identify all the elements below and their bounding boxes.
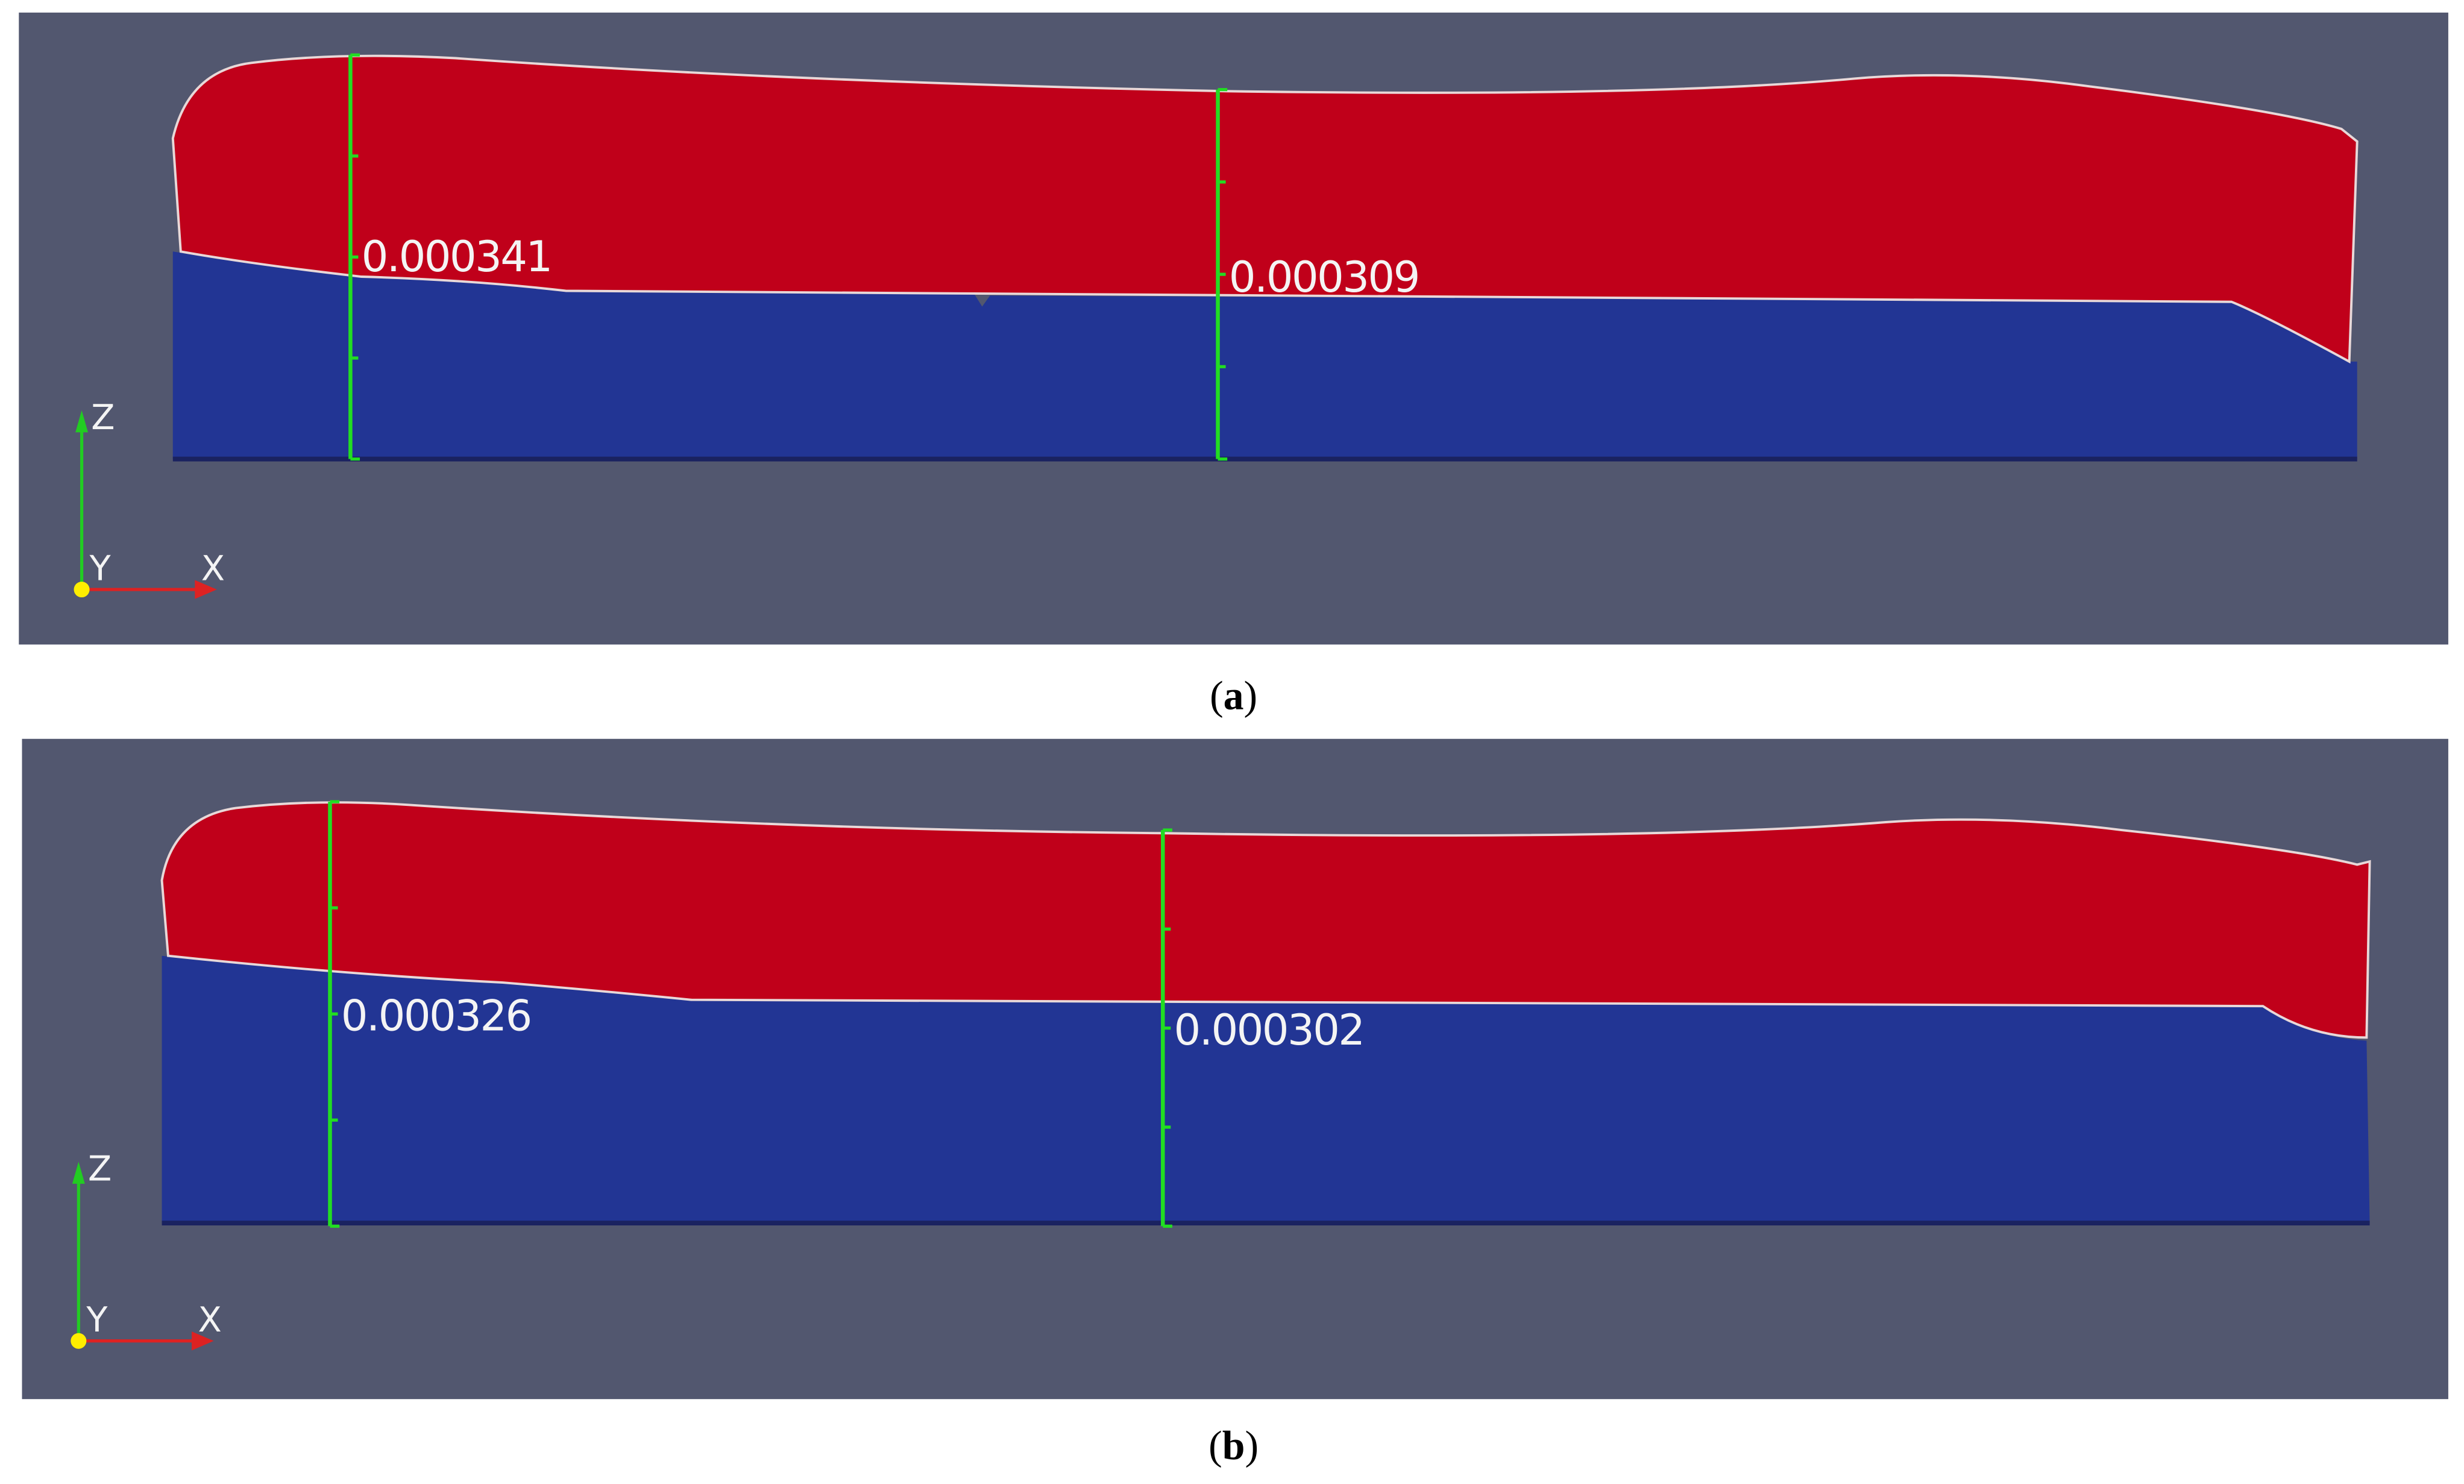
measurement-label: 0.000341: [362, 232, 552, 281]
axis-z-label: Z: [91, 397, 115, 438]
axis-y-label: Y: [86, 1300, 108, 1340]
axis-x-label: X: [198, 1300, 222, 1340]
caption-part: ): [1245, 1423, 1259, 1468]
caption: (b): [1208, 1423, 1259, 1468]
blue-phase: [172, 251, 2357, 459]
axis-x-label: X: [201, 548, 225, 588]
axis-x-head: [192, 1332, 214, 1351]
axis-z-head: [75, 410, 88, 433]
caption-part: ): [1244, 673, 1258, 718]
red-phase: [171, 54, 2359, 364]
axis-x-head: [195, 580, 217, 599]
measurement-label: 0.000309: [1229, 253, 1419, 302]
panel: 0.000326 0.000302 Z Y X (b): [22, 738, 2448, 1468]
caption-part: (: [1210, 673, 1224, 718]
caption-part: a: [1224, 673, 1244, 718]
caption: (a): [1210, 673, 1257, 718]
axis-z-label: Z: [88, 1149, 112, 1189]
axis-y: [71, 1333, 87, 1349]
axis-z-head: [72, 1162, 85, 1184]
measurement-label: 0.000326: [341, 992, 531, 1041]
measurement-label: 0.000302: [1174, 1005, 1364, 1055]
panel: 0.000341 0.000309 Z Y X (a): [19, 12, 2448, 718]
axis-y-label: Y: [89, 548, 112, 588]
blue-phase: [162, 955, 2370, 1224]
axis-y: [74, 581, 90, 598]
caption-part: b: [1222, 1423, 1245, 1468]
red-phase: [160, 801, 2371, 1039]
caption-part: (: [1208, 1423, 1222, 1468]
